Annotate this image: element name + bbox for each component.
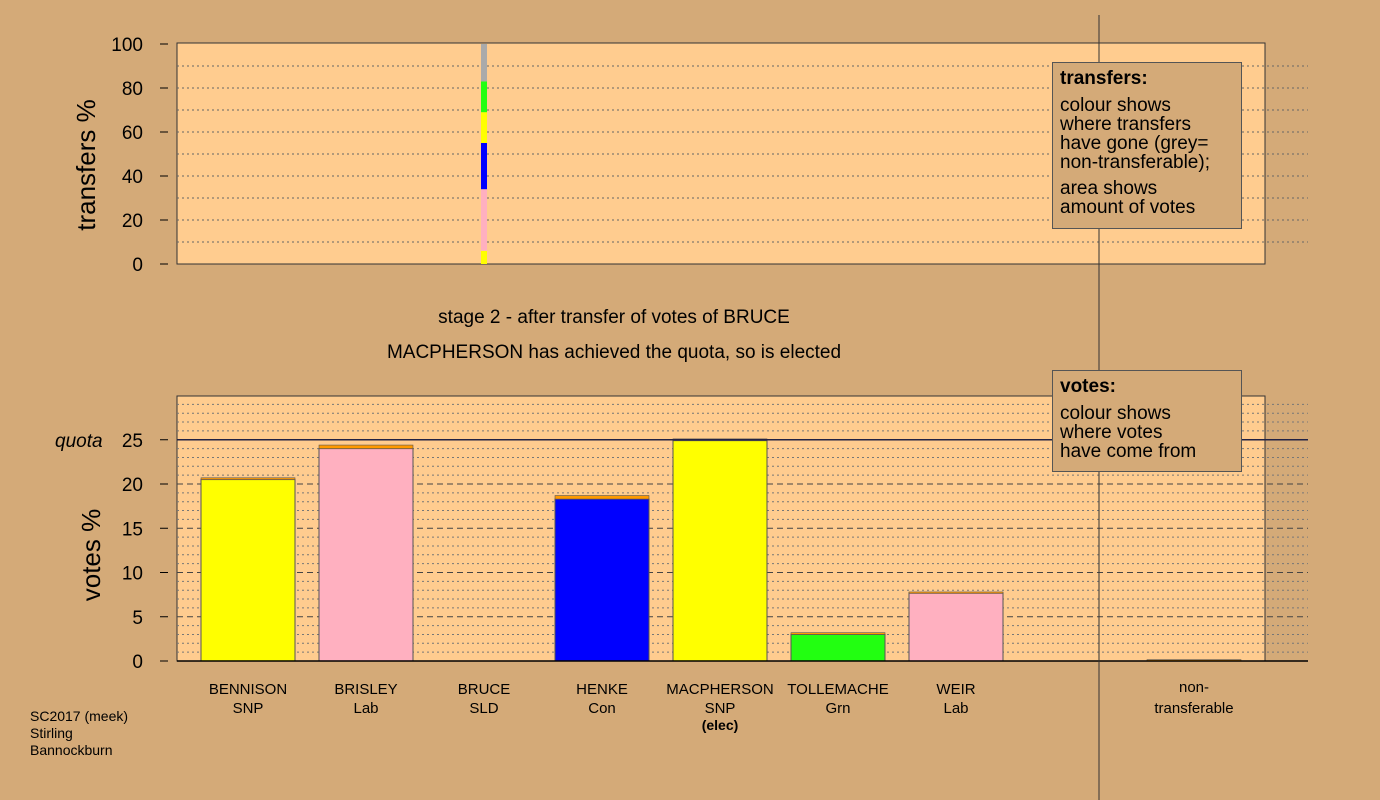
tick-label: 0 [132,255,143,276]
transfer-segment [481,143,487,190]
candidate-party: SLD [469,700,498,717]
candidate-party: Con [588,700,616,717]
candidate-party: Grn [825,700,850,717]
legend-line: colour shows [1060,95,1171,116]
elected-marker: (elec) [702,717,739,733]
candidate-name: BRISLEY [334,681,397,698]
candidate-name: BENNISON [209,681,287,698]
transfer-cap [318,444,414,449]
tick-label: 15 [122,519,143,540]
footer-line: Bannockburn [30,742,113,758]
nontransferable-label: transferable [1154,700,1233,717]
candidate-name: MACPHERSON [666,681,774,698]
transfers-y-label: transfers % [71,99,101,231]
votes-legend: votes: colour shows where votes have com… [1052,370,1242,472]
tick-label: 0 [132,652,143,673]
transfer-cap [790,632,886,635]
footer-line: SC2017 (meek) [30,708,129,724]
legend-line: where votes [1060,422,1163,443]
legend-line: colour shows [1060,403,1171,424]
tick-label: 5 [132,608,143,629]
nontransferable-label: non- [1179,679,1209,696]
transfer-cap [908,591,1004,594]
tick-label: 60 [122,123,143,144]
legend-line: non-transferable); [1060,152,1210,173]
footer: SC2017 (meek) Stirling Bannockburn [30,708,128,759]
candidate-labels: BENNISON SNP BRISLEY Lab BRUCE SLD HENKE Con MAC… [209,679,1234,733]
transfers-legend-heading: transfers: [1060,68,1148,89]
transfers-grid [177,65,1308,243]
candidate-party: SNP [233,700,264,717]
legend-line: amount of votes [1060,197,1196,218]
footer-line: Stirling [30,725,73,741]
quota-label: quota [55,431,103,452]
transfer-cap [554,495,650,500]
candidate-party: SNP [705,700,736,717]
transfers-bar [481,44,487,264]
tick-label: 20 [122,211,143,232]
candidate-party: Lab [353,700,378,717]
legend-line: have come from [1060,441,1197,462]
candidate-bar [554,498,650,662]
tick-label: 80 [122,79,143,100]
votes-legend-heading: votes: [1060,376,1116,397]
legend-line: area shows [1060,178,1158,199]
transfers-y-ticks: 0 20 40 60 80 100 [111,35,168,276]
candidate-name: HENKE [576,681,628,698]
candidate-bar [200,479,296,662]
legend-line: where transfers [1060,114,1191,135]
tick-label: 25 [122,431,143,452]
transfer-segment [481,81,487,113]
candidate-bar [318,448,414,662]
stage-subtitle: MACPHERSON has achieved the quota, so is… [387,342,841,363]
stage-title: stage 2 - after transfer of votes of BRU… [438,307,790,328]
legend-line: have gone (grey= [1060,133,1209,154]
votes-bars [200,438,1242,662]
transfer-segment [481,189,487,251]
transfer-segment [481,112,487,143]
votes-y-label: votes % [76,509,106,602]
candidate-bar [672,440,768,662]
transfer-segment [481,250,487,264]
candidate-name: BRUCE [458,681,511,698]
candidate-bar [908,592,1004,662]
candidate-party: Lab [943,700,968,717]
transfers-legend: transfers: colour shows where transfers … [1052,62,1242,229]
transfer-cap [200,477,296,480]
candidate-name: TOLLEMACHE [787,681,888,698]
tick-label: 100 [111,35,143,56]
candidate-name: WEIR [936,681,975,698]
tick-label: 40 [122,167,143,188]
tick-label: 20 [122,475,143,496]
candidate-bar [790,633,886,662]
tick-label: 10 [122,564,143,585]
votes-y-ticks: 0 5 10 15 20 25 [122,431,168,673]
transfer-segment [481,44,487,82]
